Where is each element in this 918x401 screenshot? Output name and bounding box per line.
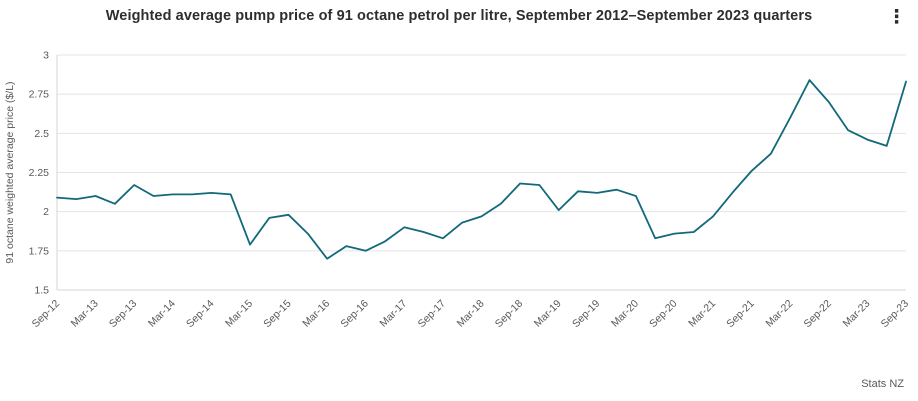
x-axis-tick-label: Mar-18 (455, 298, 487, 330)
x-axis-tick-label: Sep-17 (416, 298, 449, 331)
y-axis-tick-label: 2.75 (29, 89, 50, 101)
x-axis-tick-label: Sep-15 (261, 298, 294, 331)
x-axis-tick-label: Sep-12 (30, 298, 63, 331)
x-axis-tick-label: Mar-23 (841, 298, 873, 330)
y-axis-tick-label: 1.5 (34, 285, 49, 297)
price-line (56, 79, 907, 260)
x-axis-tick-label: Sep-23 (879, 298, 912, 331)
x-axis-tick-label: Mar-17 (377, 298, 409, 330)
x-axis-tick-label: Mar-22 (763, 298, 795, 330)
x-axis-tick-label: Sep-16 (338, 298, 371, 331)
line-chart: 1.5 1.75 2 2.25 2.5 2.75 3 Sep-12 Mar-13 Sep-13 Ma… (0, 42, 918, 367)
x-axis-tick-label: Sep-14 (184, 298, 217, 331)
chart-header: Weighted average pump price of 91 octane… (0, 0, 918, 42)
y-axis-title: 91 octane weighted average price ($/L) (4, 81, 16, 263)
source-attribution: Stats NZ (861, 378, 904, 390)
x-axis-tick-label: Mar-20 (609, 298, 641, 330)
x-axis-tick-label: Mar-13 (69, 298, 101, 330)
x-axis-tick-label: Mar-14 (146, 298, 178, 330)
kebab-menu-icon: ⋮ (887, 6, 906, 28)
x-axis-tick-label: Sep-19 (570, 298, 603, 331)
x-axis-tick-label: Mar-16 (300, 298, 332, 330)
x-axis-tick-label: Mar-19 (532, 298, 564, 330)
chart-title: Weighted average pump price of 91 octane… (105, 8, 813, 24)
chart-menu-button[interactable]: ⋮ (881, 2, 912, 33)
y-axis-tick-label: 2 (43, 206, 49, 218)
y-axis-tick-label: 2.25 (29, 167, 50, 179)
x-axis-tick-label: Mar-21 (686, 298, 718, 330)
x-axis-tick-label: Sep-13 (107, 298, 140, 331)
y-axis-tick-label: 3 (43, 50, 49, 62)
x-axis-tick-label: Mar-15 (223, 298, 255, 330)
x-axis-tick-label: Sep-18 (493, 298, 526, 331)
x-axis-tick-label: Sep-22 (802, 298, 835, 331)
y-axis-tick-label: 1.75 (29, 245, 50, 257)
x-axis-tick-label: Sep-20 (647, 298, 680, 331)
y-axis-tick-label: 2.5 (34, 128, 49, 140)
x-axis-tick-label: Sep-21 (724, 298, 757, 331)
